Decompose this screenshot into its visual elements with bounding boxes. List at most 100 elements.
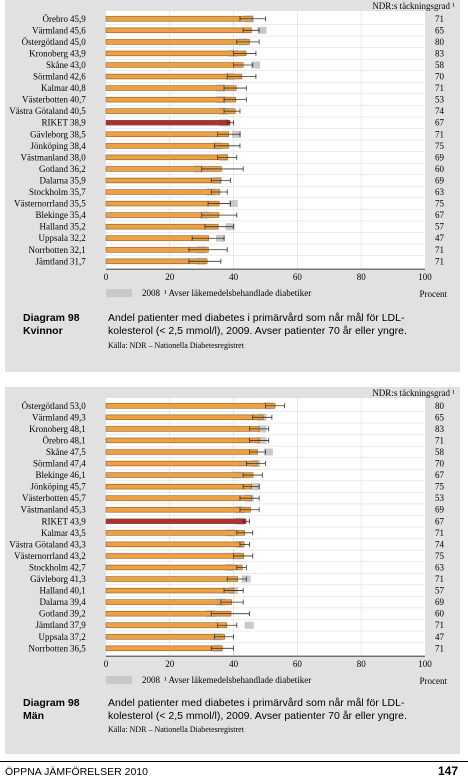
category-label: Jönköping	[30, 482, 68, 492]
bar-row: Sörmland 47,4 70	[33, 459, 445, 469]
category-label: Skåne	[46, 447, 68, 457]
bar-2008	[257, 26, 267, 34]
category-label: Jönköping	[30, 141, 68, 151]
category-label: Västernorrland	[14, 551, 68, 561]
bar	[105, 576, 238, 582]
coverage-value: 70	[435, 72, 445, 82]
category-label: Gävleborg	[30, 574, 68, 584]
value-label: 35,2	[70, 222, 86, 232]
value-label: 53,0	[70, 401, 86, 411]
category-label: Kalmar	[41, 83, 68, 93]
coverage-value: 63	[435, 187, 445, 197]
coverage-value: 71	[435, 574, 444, 584]
category-label: Västernorrland	[14, 199, 68, 209]
bar	[105, 437, 260, 444]
coverage-value: 67	[435, 210, 445, 220]
coverage-value: 80	[435, 37, 445, 47]
value-label: 40,8	[70, 83, 86, 93]
value-label: 43,2	[70, 551, 86, 561]
x-tick-label: 20	[165, 272, 175, 282]
bar	[105, 27, 252, 33]
bar-row: Uppsala 37,2 47	[39, 632, 445, 642]
bar-row: Kalmar 40,8 71	[41, 83, 444, 93]
value-label: 38,0	[70, 152, 86, 162]
category-label: Uppsala	[39, 632, 69, 642]
category-label: Örebro	[43, 14, 69, 24]
value-label: 35,4	[70, 210, 86, 220]
category-label: Dalarna	[40, 175, 68, 185]
bar-row: Skåne 43,0 58	[46, 60, 445, 70]
category-label: Värmland	[32, 25, 68, 35]
bar	[105, 177, 221, 184]
bar	[105, 108, 236, 114]
value-label: 38,4	[70, 141, 86, 151]
bar	[105, 62, 244, 68]
diagram-group: Kvinnor	[23, 325, 63, 337]
coverage-value: 80	[435, 401, 445, 411]
bar	[105, 403, 276, 409]
coverage-header: NDR:s täckningsgrad ¹	[372, 1, 455, 11]
bar	[105, 484, 252, 490]
value-label: 43,0	[70, 60, 86, 70]
value-label: 43,9	[70, 516, 86, 526]
bar-row: Blekinge 46,1 67	[36, 470, 445, 480]
x-tick-label: 80	[357, 659, 367, 669]
value-label: 42,6	[70, 72, 86, 82]
bar-total	[105, 518, 247, 524]
bar	[105, 73, 243, 80]
bar	[105, 564, 243, 571]
bar-row: Östergötland 45,0 80	[22, 37, 445, 47]
page-number: 147	[437, 764, 458, 778]
category-label: Östergötland	[22, 37, 69, 47]
coverage-value: 74	[435, 106, 445, 116]
value-label: 37,9	[70, 620, 86, 630]
x-tick-label: 100	[418, 272, 432, 282]
bar-row: Västernorrland 35,5 75	[14, 199, 444, 209]
coverage-value: 67	[435, 118, 445, 128]
coverage-value: 57	[435, 222, 445, 232]
category-label: Stockholm	[29, 562, 68, 572]
category-label: Gotland	[39, 609, 68, 619]
bar	[105, 224, 219, 230]
bar	[105, 587, 235, 594]
value-label: 42,7	[70, 562, 86, 572]
bar-row: Västmanland 38,0 69	[21, 152, 445, 162]
coverage-value: 83	[435, 48, 445, 58]
bar-2008	[244, 621, 254, 629]
bar-row: Skåne 47,5 58	[46, 447, 445, 457]
category-label: Blekinge	[36, 210, 69, 220]
value-label: 47,4	[70, 459, 86, 469]
bar-row: Östergötland 53,0 80	[22, 401, 445, 411]
coverage-value: 71	[435, 643, 444, 653]
bar-row: Jämtland 37,9 71	[36, 620, 445, 630]
value-label: 39,4	[70, 597, 86, 607]
coverage-value: 67	[435, 470, 445, 480]
caption-source: Källa: NDR – Nationella Diabetesregistre…	[108, 341, 244, 350]
bar-row: Jönköping 38,4 75	[30, 141, 444, 151]
x-tick-label: 40	[229, 272, 239, 282]
category-label: Halland	[40, 222, 69, 232]
bar-2008	[228, 200, 238, 208]
coverage-value: 71	[435, 435, 444, 445]
coverage-value: 71	[435, 83, 444, 93]
coverage-value: 53	[435, 493, 445, 503]
coverage-value: 71	[435, 129, 444, 139]
bar-row: Västerbotten 45,7 53	[22, 493, 444, 503]
x-tick-label: 60	[293, 272, 303, 282]
category-label: Kronoberg	[29, 48, 68, 58]
coverage-value: 71	[435, 528, 444, 538]
x-tick-label: 80	[357, 272, 367, 282]
bar-row: Halland 40,1 57	[40, 586, 445, 596]
category-label: Kalmar	[41, 528, 68, 538]
legend-year: 2008	[142, 288, 161, 298]
bar-row: Gotland 36,2 60	[39, 164, 445, 174]
caption-label: Diagram 98 Män	[23, 697, 80, 723]
bar-total	[105, 120, 231, 126]
bar-row: Västernorrland 43,2 75	[14, 551, 444, 561]
bar	[105, 495, 252, 501]
category-label: Örebro	[43, 435, 69, 445]
bar-row: Norrbotten 32,1 71	[29, 245, 445, 255]
value-label: 45,7	[70, 493, 86, 503]
category-label: Jämtland	[36, 256, 69, 266]
